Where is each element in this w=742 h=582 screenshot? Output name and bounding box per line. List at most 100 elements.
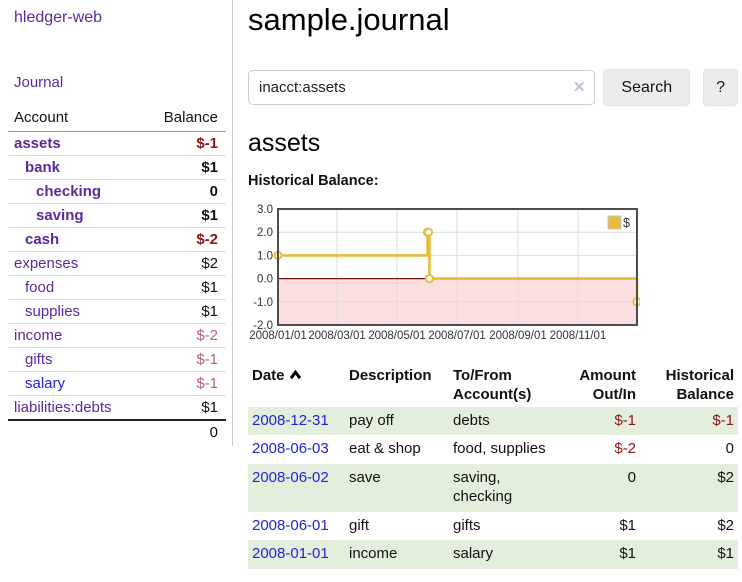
transaction-description: eat & shop <box>349 440 421 457</box>
transaction-balance: $2 <box>717 468 734 486</box>
x-axis-label: 2008/09/01 <box>489 330 547 342</box>
sidebar-account-link[interactable]: assets <box>14 135 61 152</box>
legend-label: $ <box>623 216 630 230</box>
account-balance: $-1 <box>143 347 226 372</box>
transaction-date-cell: 2008-06-01 <box>248 512 345 541</box>
transaction-amount: $-1 <box>614 411 636 429</box>
sidebar-account-link[interactable]: liabilities:debts <box>14 399 112 416</box>
transaction-date-cell: 2008-06-02 <box>248 464 345 512</box>
account-balance: $-1 <box>143 371 226 396</box>
sidebar-account-link[interactable]: income <box>14 327 63 344</box>
register-row: 2008-06-02 save saving, checking 0 $2 <box>248 463 738 512</box>
sidebar-account-link[interactable]: bank <box>25 159 61 176</box>
account-row: saving $1 <box>8 203 226 228</box>
brand-link[interactable]: hledger-web <box>14 9 103 26</box>
accounts-header-balance: Balance <box>143 107 226 132</box>
transaction-date-link[interactable]: 2008-12-31 <box>252 411 329 429</box>
legend-swatch <box>607 215 622 230</box>
sidebar-account-link[interactable]: expenses <box>14 255 79 272</box>
x-axis-label: 2008/01/01 <box>249 330 307 342</box>
chart-point[interactable] <box>424 274 435 284</box>
transaction-accounts: food, supplies <box>453 440 546 457</box>
register-row: 2008-06-03 eat & shop food, supplies $-2 0 <box>248 435 738 464</box>
account-balance: $1 <box>143 203 226 228</box>
transaction-date-cell: 2008-06-03 <box>248 435 345 464</box>
account-row: food $1 <box>8 275 226 300</box>
account-balance: $-2 <box>143 323 226 348</box>
account-row: expenses $2 <box>8 251 226 276</box>
sidebar-account-link[interactable]: cash <box>25 231 60 248</box>
account-balance: $1 <box>143 395 226 420</box>
y-axis-label: -1.0 <box>253 297 273 309</box>
transaction-balance: $-1 <box>712 411 734 429</box>
account-balance: $-2 <box>143 227 226 252</box>
sidebar-divider <box>232 0 233 446</box>
register-table-body: 2008-12-31 pay off debts $-1 $-1 2008-06-03 ea… <box>248 406 738 569</box>
sidebar: hledger-web Journal Account Balance asse… <box>0 0 233 444</box>
chart-title: Historical Balance: <box>248 173 379 189</box>
accounts-table: Account Balance assets $-1 bank $1 checking 0… <box>8 107 226 444</box>
account-row: income $-2 <box>8 323 226 348</box>
transaction-balance: 0 <box>725 440 734 457</box>
accounts-header-account: Account <box>8 107 144 132</box>
x-axis-label: 2008/05/01 <box>368 330 426 342</box>
x-axis-label: 2008/11/01 <box>550 330 607 342</box>
transaction-description: income <box>349 545 398 562</box>
transaction-amount: $1 <box>619 516 636 534</box>
transaction-date-link[interactable]: 2008-06-02 <box>252 468 329 486</box>
accounts-header-row: Account Balance <box>8 107 226 132</box>
register-row: 2008-12-31 pay off debts $-1 $-1 <box>248 406 738 436</box>
account-row: salary $-1 <box>8 371 226 396</box>
transaction-accounts: gifts <box>453 516 481 534</box>
account-heading: assets <box>248 129 321 157</box>
account-balance: $1 <box>143 275 226 300</box>
search-input[interactable] <box>248 70 596 105</box>
transaction-amount: 0 <box>627 468 636 486</box>
transaction-accounts: salary <box>453 545 494 562</box>
transaction-accounts: saving, checking <box>453 468 513 506</box>
transaction-date-link[interactable]: 2008-06-03 <box>252 440 329 457</box>
transaction-date-cell: 2008-12-31 <box>248 407 345 436</box>
account-row: checking 0 <box>8 179 226 204</box>
x-axis-label: 2008/07/01 <box>428 330 486 342</box>
transaction-balance: $1 <box>717 545 734 562</box>
y-axis-label: 1.0 <box>257 250 273 262</box>
transaction-date-link[interactable]: 2008-01-01 <box>252 545 329 562</box>
register-header-row: Date Description To/From Account(s) Amou… <box>248 365 738 407</box>
account-row: supplies $1 <box>8 299 226 324</box>
transaction-date-link[interactable]: 2008-06-01 <box>252 516 329 534</box>
register-header-balance: Historical Balance <box>665 367 734 403</box>
search-input-wrap: ✕ <box>248 70 596 105</box>
search-button[interactable]: Search <box>603 69 691 106</box>
x-axis-label: 2008/03/01 <box>308 330 366 342</box>
sidebar-account-link[interactable]: supplies <box>25 303 81 320</box>
account-row: assets $-1 <box>8 131 226 156</box>
account-row: liabilities:debts $1 <box>8 395 226 420</box>
accounts-total-value: 0 <box>143 419 226 444</box>
sidebar-account-link[interactable]: salary <box>25 375 66 392</box>
y-axis-label: 0.0 <box>257 274 273 286</box>
help-button[interactable]: ? <box>703 69 738 106</box>
register-header-date[interactable]: Date <box>248 365 345 407</box>
transaction-date-cell: 2008-01-01 <box>248 540 345 569</box>
chart-point[interactable] <box>423 227 434 237</box>
sidebar-account-link[interactable]: gifts <box>25 351 53 368</box>
transaction-description: pay off <box>349 411 394 429</box>
sidebar-item-journal[interactable]: Journal <box>14 74 64 91</box>
sidebar-account-link[interactable]: food <box>25 279 55 296</box>
transaction-accounts: debts <box>453 411 490 429</box>
y-axis-label: -2.0 <box>253 320 273 332</box>
transaction-amount: $-2 <box>614 440 636 457</box>
y-axis-label: 2.0 <box>257 227 273 239</box>
sidebar-account-link[interactable]: saving <box>36 207 84 224</box>
transaction-amount: $1 <box>619 545 636 562</box>
clear-search-icon[interactable]: ✕ <box>572 79 586 96</box>
register-header-accounts: To/From Account(s) <box>453 367 532 403</box>
register-row: 2008-06-01 gift gifts $1 $2 <box>248 512 738 541</box>
transaction-description: save <box>349 468 381 486</box>
transaction-description: gift <box>349 516 370 534</box>
register-row: 2008-01-01 income salary $1 $1 <box>248 540 738 569</box>
accounts-total-row: 0 <box>8 419 226 444</box>
sidebar-account-link[interactable]: checking <box>36 183 102 200</box>
register-header-amount: Amount Out/In <box>579 367 636 403</box>
